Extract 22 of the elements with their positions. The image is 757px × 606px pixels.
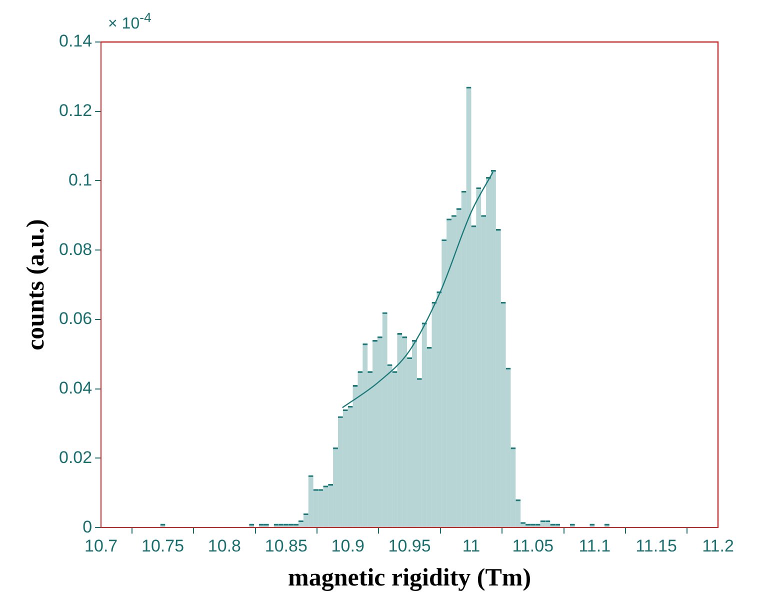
x-tick-label: 10.7 xyxy=(84,536,118,556)
x-tick-label: 10.9 xyxy=(331,536,364,556)
y-tick-label: 0.06 xyxy=(58,309,92,328)
x-tick-label: 10.95 xyxy=(388,536,431,556)
x-tick-label: 11 xyxy=(462,536,480,556)
x-tick-label: 10.75 xyxy=(142,536,184,556)
x-tick-label: 11.2 xyxy=(702,536,734,556)
x-axis-title: magnetic rigidity (Tm) xyxy=(288,564,532,592)
y-tick-label: 0.12 xyxy=(58,101,92,120)
y-tick-label: 0.02 xyxy=(58,448,92,467)
y-tick-label: 0.08 xyxy=(58,240,92,259)
text: × 10$^{-4}$ xyxy=(108,10,152,34)
x-tick-label: 11.1 xyxy=(578,536,611,556)
y-axis-title: counts (a.u.) xyxy=(22,219,50,350)
x-tick-label: 10.8 xyxy=(208,536,242,556)
y-tick-label: 0.04 xyxy=(58,378,92,398)
x-tick-label: 10.85 xyxy=(264,536,308,556)
x-tick-label: 11.05 xyxy=(512,536,554,556)
y-tick-label: 0.1 xyxy=(68,170,92,190)
y-tick-label: 0 xyxy=(82,517,92,536)
x-tick-label: 11.15 xyxy=(636,536,677,556)
y-tick-label: 0.14 xyxy=(58,32,92,51)
